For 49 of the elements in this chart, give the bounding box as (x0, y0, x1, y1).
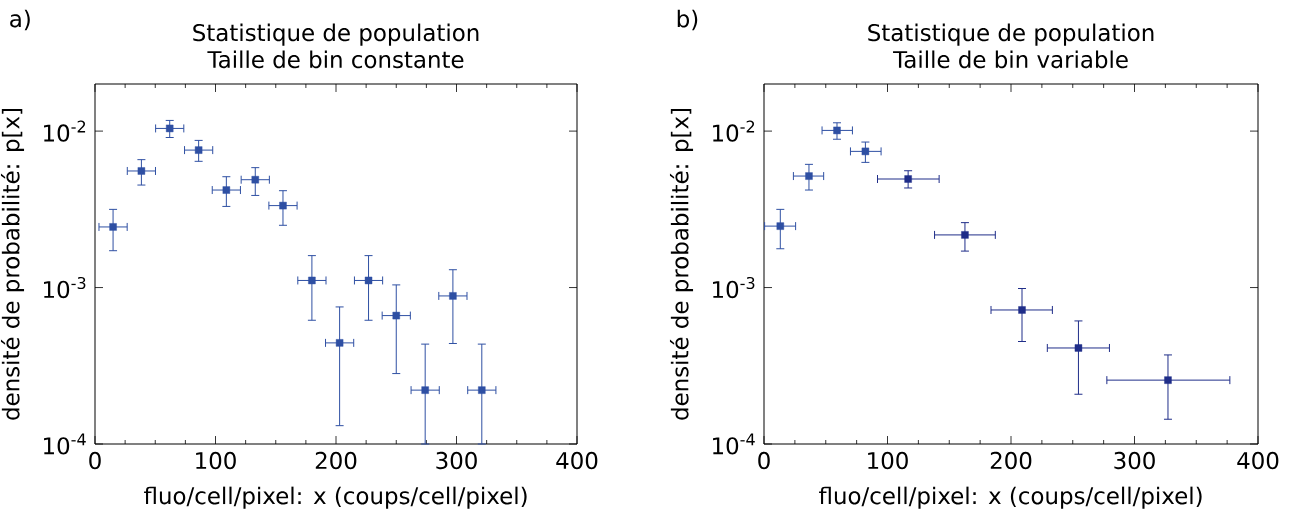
y-tick-label: 10$^{-3}$ (44, 276, 86, 299)
chart-title: Statistique de population (868, 23, 1154, 46)
y-axis-title: densité de probabilité: p[x] (669, 108, 694, 420)
point (392, 311, 400, 320)
point (776, 222, 785, 230)
chart-subtitle: Taille de bin constante (207, 50, 464, 69)
y-tick-label: 10$^{-4}$ (713, 433, 755, 455)
point (1018, 306, 1026, 314)
point (478, 386, 486, 394)
point (194, 146, 203, 154)
point (833, 126, 841, 135)
point (335, 339, 344, 347)
x-axis-title: fluo/cell/pixel: x (coups/cell/pixel) (819, 486, 1202, 509)
point (1164, 376, 1172, 384)
point (861, 147, 870, 156)
point (421, 386, 429, 394)
point (364, 276, 373, 285)
point (308, 276, 316, 285)
text: a) (10, 9, 30, 31)
point (251, 176, 259, 184)
point (449, 292, 457, 300)
chart-subtitle: Taille de bin variable (893, 50, 1128, 69)
point (166, 124, 174, 133)
x-tick-label: 0 (89, 451, 101, 470)
text: b) (677, 9, 698, 31)
y-tick-label: 10$^{-2}$ (44, 120, 86, 142)
point (961, 231, 969, 239)
x-tick-label: 300 (436, 451, 477, 470)
point (279, 201, 287, 210)
x-axis-title: fluo/cell/pixel: x (coups/cell/pixel) (144, 486, 527, 509)
point (805, 172, 813, 180)
x-tick-label: 400 (556, 451, 598, 470)
y-tick-label: 10$^{-2}$ (713, 120, 755, 142)
y-tick-label: 10$^{-3}$ (713, 276, 755, 299)
point (904, 175, 912, 183)
x-tick-label: 100 (196, 451, 236, 470)
y-tick-label: 10$^{-4}$ (44, 433, 86, 455)
x-tick-label: 300 (1114, 451, 1155, 470)
point (137, 167, 146, 175)
point (222, 186, 231, 194)
x-tick-label: 200 (990, 451, 1032, 470)
chart-title: Statistique de population (193, 23, 479, 46)
x-tick-label: 200 (315, 451, 357, 470)
x-tick-label: 400 (1237, 451, 1279, 470)
x-tick-label: 0 (758, 451, 770, 470)
y-axis-title: densité de probabilité: p[x] (0, 108, 25, 420)
point (109, 223, 117, 231)
point (1074, 344, 1083, 352)
x-tick-label: 100 (868, 451, 908, 470)
